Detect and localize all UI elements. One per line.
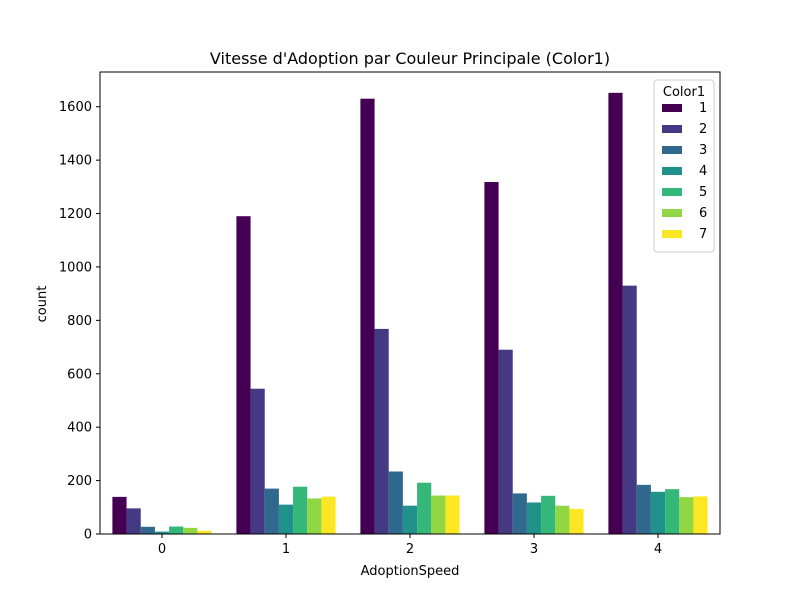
bar-color-7-speed-2 xyxy=(445,495,460,534)
bar-color-4-speed-3 xyxy=(526,502,542,534)
legend-swatch-5 xyxy=(662,188,682,196)
y-tick-label: 1000 xyxy=(59,260,92,275)
y-tick-label: 800 xyxy=(67,314,92,329)
legend-label-7: 7 xyxy=(699,227,707,242)
x-tick-label: 1 xyxy=(282,542,290,557)
legend-label-3: 3 xyxy=(699,143,707,158)
x-tick-label: 0 xyxy=(158,542,166,557)
bar-color-6-speed-1 xyxy=(307,498,322,534)
legend-label-6: 6 xyxy=(699,206,707,221)
legend-label-5: 5 xyxy=(699,185,707,200)
bar-color-4-speed-1 xyxy=(278,504,294,534)
bar-color-5-speed-1 xyxy=(293,486,308,534)
bar-color-6-speed-2 xyxy=(431,495,446,534)
y-axis-label: count xyxy=(35,286,50,323)
bar-color-7-speed-4 xyxy=(693,496,708,534)
legend-swatch-3 xyxy=(662,146,682,154)
y-tick-label: 600 xyxy=(67,367,92,382)
bar-color-6-speed-0 xyxy=(183,527,198,534)
legend-items: 1 2 3 4 5 6 7 xyxy=(662,101,707,242)
bar-color-4-speed-2 xyxy=(402,505,418,534)
legend: Color1 1 2 3 4 5 6 7 xyxy=(653,79,715,253)
legend-swatch-7 xyxy=(662,230,682,238)
bar-color-5-speed-4 xyxy=(665,489,680,534)
bar-color-5-speed-3 xyxy=(541,495,556,534)
bar-color-3-speed-0 xyxy=(140,526,155,534)
bar-color-2-speed-2 xyxy=(374,328,389,534)
y-tick-label: 1400 xyxy=(59,154,92,169)
y-tick-label: 1200 xyxy=(59,207,92,222)
legend-title: Color1 xyxy=(663,85,705,100)
chart-title: Vitesse d'Adoption par Couleur Principal… xyxy=(210,49,610,68)
legend-swatch-4 xyxy=(662,167,682,175)
bar-color-6-speed-3 xyxy=(555,505,570,534)
legend-swatch-2 xyxy=(662,125,682,133)
bar-color-2-speed-3 xyxy=(498,349,513,534)
legend-label-4: 4 xyxy=(699,164,707,179)
y-tick-label: 1600 xyxy=(59,100,92,115)
y-tick-label: 200 xyxy=(67,474,92,489)
bar-color-2-speed-1 xyxy=(250,388,265,534)
y-tick-label: 0 xyxy=(84,528,92,543)
bar-color-6-speed-4 xyxy=(679,497,694,534)
legend-label-1: 1 xyxy=(699,101,707,116)
bar-color-2-speed-0 xyxy=(126,508,141,534)
bar-color-2-speed-4 xyxy=(622,285,637,534)
bar-color-7-speed-3 xyxy=(569,508,584,534)
bar-color-3-speed-4 xyxy=(636,484,651,534)
bar-color-1-speed-0 xyxy=(112,496,127,534)
bar-color-4-speed-4 xyxy=(650,491,666,534)
bar-color-3-speed-3 xyxy=(512,493,527,534)
bar-color-1-speed-1 xyxy=(236,216,251,534)
bar-color-1-speed-2 xyxy=(360,98,375,535)
legend-label-2: 2 xyxy=(699,122,707,137)
legend-swatch-1 xyxy=(662,104,682,112)
bar-color-7-speed-0 xyxy=(197,530,212,534)
bar-color-5-speed-2 xyxy=(417,482,432,534)
bar-color-7-speed-1 xyxy=(321,496,336,534)
bar-color-1-speed-4 xyxy=(608,92,623,534)
bar-color-5-speed-0 xyxy=(169,526,184,534)
legend-swatch-6 xyxy=(662,209,682,217)
bar-color-4-speed-0 xyxy=(154,531,170,534)
bar-color-3-speed-2 xyxy=(388,471,403,534)
axes-group: 0 200 400 600 800 1000 1200 1400 1600 0 1 2 3 4 xyxy=(59,71,721,557)
x-axis-label: AdoptionSpeed xyxy=(361,564,460,579)
x-tick-label: 4 xyxy=(654,542,662,557)
bars-group xyxy=(112,92,708,535)
bar-color-1-speed-3 xyxy=(484,182,499,534)
x-tick-label: 2 xyxy=(406,542,414,557)
y-tick-label: 400 xyxy=(67,421,92,436)
x-tick-label: 3 xyxy=(530,542,538,557)
bar-color-3-speed-1 xyxy=(264,488,279,534)
